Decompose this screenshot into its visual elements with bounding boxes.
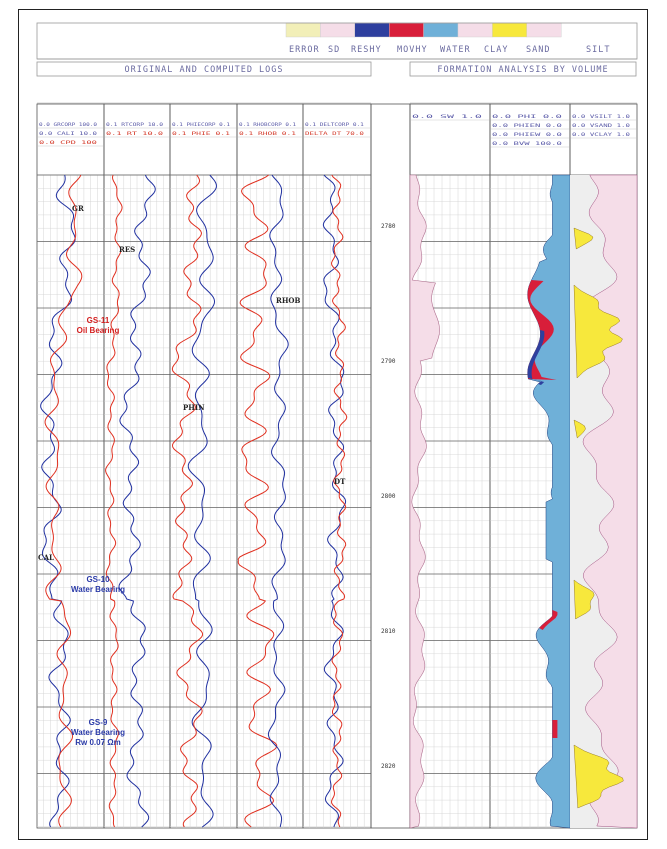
zone-2-name: GS-10 xyxy=(86,575,110,584)
depth-track xyxy=(370,103,411,829)
legend-label-sd: SD xyxy=(328,45,340,55)
log-curve-5 xyxy=(187,174,217,828)
legend-label-clay: CLAY xyxy=(484,45,508,55)
sand-fill-1 xyxy=(573,284,623,379)
track-7-header-2: 0.0 PHIEN 0.0 xyxy=(492,123,562,129)
annotation-cal: CAL xyxy=(38,553,54,562)
annotation-rhob: RHOB xyxy=(276,296,301,305)
track-2-header-1: 0.1 RTCORP 10.0 xyxy=(106,122,163,128)
track-2-header-2: 0.1 RT 10.0 xyxy=(106,131,164,137)
log-curve-4 xyxy=(105,174,123,828)
log-curve-3 xyxy=(118,174,156,828)
log-curve-8 xyxy=(267,174,289,828)
depth-label-2810: 2810 xyxy=(381,628,396,635)
annotation-res: RES xyxy=(119,245,135,254)
legend-swatch-sd xyxy=(320,22,355,38)
legend-label-water: WATER xyxy=(440,45,471,55)
zone-2-note: Water Bearing xyxy=(71,585,125,594)
zone-1-note: Oil Bearing xyxy=(77,326,120,335)
legend-swatch-movhy xyxy=(389,22,424,38)
legend-swatch-error xyxy=(285,22,321,38)
zone-3-note2: Rw 0.07 Ωm xyxy=(75,738,121,747)
track-5-header-2: DELTA DT 70.0 xyxy=(305,131,364,137)
left-title: ORIGINAL AND COMPUTED LOGS xyxy=(124,65,283,75)
right-title-box xyxy=(409,61,637,77)
track-5-header-1: 0.1 DELTCORP 0.1 xyxy=(305,122,364,128)
sand-fill-3 xyxy=(573,579,595,620)
legend-label-reshy: RESHY xyxy=(351,45,382,55)
legend-label-silt: SILT xyxy=(586,45,610,55)
track-8-header-1: 0.0 VSILT 1.0 xyxy=(572,114,630,120)
log-curve-2 xyxy=(44,174,83,828)
zone-1-name: GS-11 xyxy=(87,316,110,325)
track-2-grid xyxy=(104,174,170,828)
zone-3-note: Water Bearing xyxy=(71,728,125,737)
legend-swatch-reshy xyxy=(354,22,390,38)
track-7-header-3: 0.0 PHIEW 0.0 xyxy=(492,132,562,138)
log-curve-9 xyxy=(322,174,347,828)
annotation-gr: GR xyxy=(72,204,84,213)
track-4-grid xyxy=(237,174,303,828)
sand-fill-4 xyxy=(573,744,624,809)
left-title-box xyxy=(36,61,372,77)
track-8-header-3: 0.0 VCLAY 1.0 xyxy=(572,132,630,138)
legend-swatch-silt xyxy=(526,22,562,38)
depth-label-2800: 2800 xyxy=(381,493,396,500)
depth-label-2780: 2780 xyxy=(381,223,396,230)
sand-fill-5 xyxy=(573,419,586,439)
annotation-phin: PHIN xyxy=(183,403,205,412)
track-8-header-2: 0.0 VSAND 1.0 xyxy=(572,123,630,129)
oil-patch-1 xyxy=(539,610,558,630)
sw-fill xyxy=(409,174,440,829)
log-curve-6 xyxy=(171,174,204,828)
track-6-grid xyxy=(410,174,490,828)
track-6-header-1: 0.0 SW 1.0 xyxy=(412,114,483,120)
legend-label-sand: SAND xyxy=(526,45,550,55)
oil-patch-2 xyxy=(552,720,558,738)
track-1-header-2: 0.0 CALI 10.0 xyxy=(39,131,97,137)
track-1-header-3: 0.0 CPD 100 xyxy=(39,140,98,146)
track-3-grid xyxy=(170,174,237,828)
track-7-header-1: 0.0 PHI 0.0 xyxy=(492,114,563,120)
track-7-header-4: 0.0 BVW 100.0 xyxy=(492,141,562,147)
log-curve-7 xyxy=(237,174,278,828)
track-1-header-1: 0.0 GRCORP 100.0 xyxy=(39,122,97,128)
gas-fill xyxy=(527,330,545,385)
legend-label-movhy: MOVHY xyxy=(397,45,428,55)
zone-3-name: GS-9 xyxy=(89,718,108,727)
log-curve-10 xyxy=(330,174,348,828)
log-frame xyxy=(18,9,648,840)
track-3-header-1: 0.1 PHIECORP 0.1 xyxy=(172,122,230,128)
track-1-grid xyxy=(37,174,104,828)
track-5-grid xyxy=(303,174,371,828)
track-4-header-1: 0.1 RHOBCORP 0.1 xyxy=(239,122,296,128)
legend-swatch-sand xyxy=(492,22,527,38)
depth-label-2790: 2790 xyxy=(381,358,396,365)
annotation-dt: DT xyxy=(334,477,346,486)
sand-fill-2 xyxy=(573,227,594,250)
log-curve-1 xyxy=(40,174,76,828)
legend-label-error: ERROR xyxy=(289,45,320,55)
track-3-header-2: 0.1 PHIE 0.1 xyxy=(172,131,230,137)
depth-label-2820: 2820 xyxy=(381,763,396,770)
legend-swatch-clay xyxy=(457,22,493,38)
legend-swatch-water xyxy=(423,22,459,38)
water-fill xyxy=(527,174,571,829)
track-4-header-2: 0.1 RHOB 0.1 xyxy=(239,131,297,137)
right-title: FORMATION ANALYSIS BY VOLUME xyxy=(437,65,608,75)
